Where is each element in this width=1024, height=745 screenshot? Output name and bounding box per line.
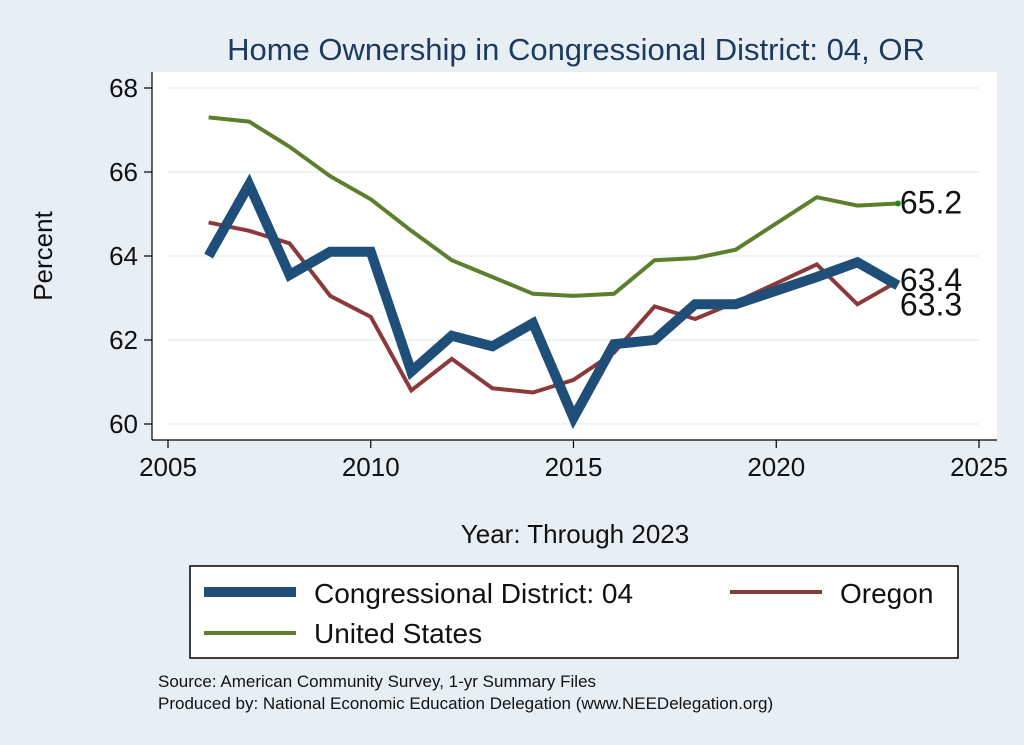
- x-tick-label-2: 2015: [545, 452, 603, 482]
- legend-label-oregon: Oregon: [840, 578, 933, 609]
- end-marker-us: [894, 200, 901, 207]
- x-axis-label: Year: Through 2023: [461, 519, 689, 549]
- x-tick-label-0: 2005: [139, 452, 197, 482]
- axes-layer: 60 62 64 66 68 2005 2010 2015 2020 2025: [109, 72, 1008, 482]
- end-label-us: 65.2: [900, 185, 962, 221]
- chart-title: Home Ownership in Congressional District…: [227, 32, 925, 67]
- legend: Congressional District: 04 Oregon United…: [189, 565, 959, 659]
- x-tick-label-4: 2025: [950, 452, 1008, 482]
- x-tick-label-1: 2010: [342, 452, 400, 482]
- end-label-oregon: 63.4: [900, 262, 962, 298]
- legend-label-district: Congressional District: 04: [314, 578, 633, 609]
- producer-note: Produced by: National Economic Education…: [158, 694, 773, 713]
- y-tick-label-1: 62: [109, 325, 138, 355]
- y-tick-label-0: 60: [109, 409, 138, 439]
- end-label-district: 63.3: [900, 286, 962, 322]
- y-tick-label-4: 68: [109, 73, 138, 103]
- x-tick-label-3: 2020: [747, 452, 805, 482]
- legend-label-us: United States: [314, 618, 482, 649]
- grid-layer: [168, 87, 979, 425]
- series-layer: [204, 115, 901, 430]
- legend-box: [189, 565, 959, 659]
- y-tick-label-3: 66: [109, 157, 138, 187]
- end-labels-layer: 63.363.4 65.2: [900, 185, 962, 323]
- y-axis-label: Percent: [28, 210, 58, 300]
- y-tick-label-2: 64: [109, 241, 138, 271]
- source-note: Source: American Community Survey, 1-yr …: [158, 672, 596, 691]
